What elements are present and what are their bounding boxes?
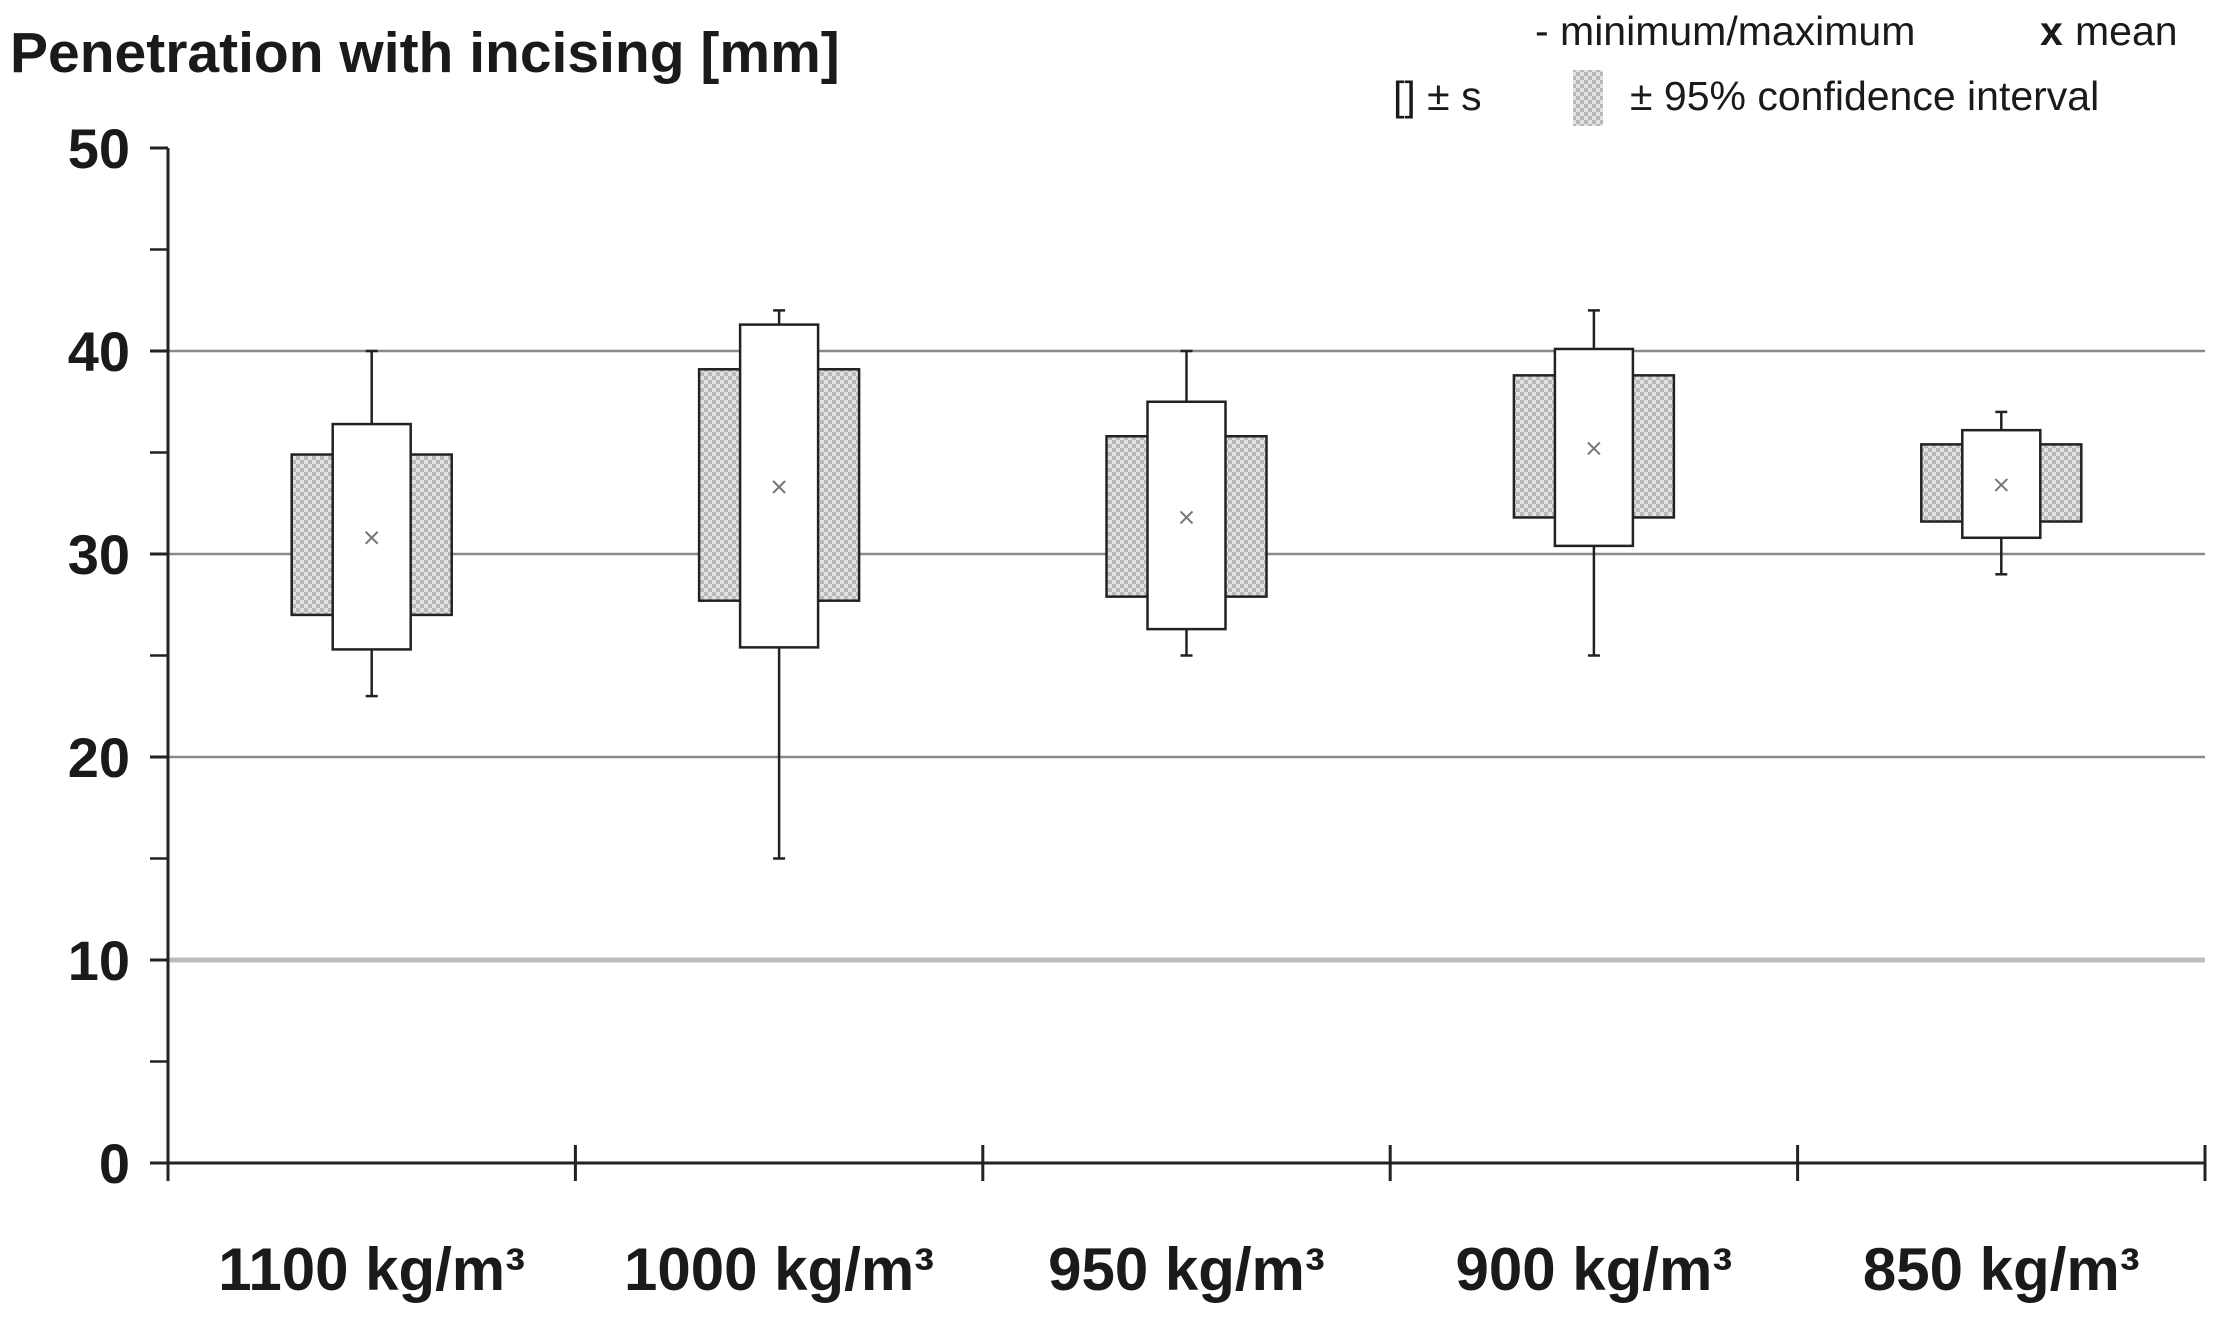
y-tick-label-20: 20 (68, 726, 130, 789)
mean-marker (772, 480, 786, 494)
mean-marker (364, 531, 379, 545)
x-tick-label: 1100 kg/m³ (218, 1236, 525, 1303)
y-axis-ticks: 0 10 20 30 40 50 (68, 117, 168, 1195)
box-group (1920, 410, 2083, 576)
y-tick-label-50: 50 (68, 117, 130, 180)
x-tick-label: 1000 kg/m³ (624, 1236, 934, 1303)
sd-box (1146, 400, 1227, 631)
legend-sd-label: [] ± s (1393, 73, 1482, 119)
mean-marker (1179, 510, 1194, 525)
box-group (1105, 349, 1268, 657)
x-tick-label: 900 kg/m³ (1456, 1236, 1733, 1303)
box-group (697, 309, 861, 860)
legend-mean-label: mean (2075, 8, 2178, 54)
mean-marker (1994, 478, 2009, 492)
mean-marker (1587, 441, 1601, 456)
legend-mean-symbol: x (2040, 8, 2063, 54)
legend: - minimum/maximum x mean [] ± s ± 95% co… (1393, 8, 2178, 126)
y-tick-label-10: 10 (68, 929, 130, 992)
boxes (290, 309, 2083, 860)
legend-ci-label: ± 95% confidence interval (1630, 73, 2099, 119)
legend-ci-swatch (1573, 70, 1603, 126)
box-group (1512, 309, 1676, 657)
x-tick-label: 950 kg/m³ (1048, 1236, 1325, 1303)
y-tick-label-30: 30 (68, 523, 130, 586)
chart-title: Penetration with incising [mm] (10, 21, 840, 85)
y-tick-label-40: 40 (68, 320, 130, 383)
box-group (290, 349, 453, 698)
x-axis-ticks: 1100 kg/m³ 1000 kg/m³ 950 kg/m³ 900 kg/m³ 85… (166, 1145, 2207, 1303)
legend-minmax-label: - minimum/maximum (1535, 8, 1915, 54)
x-tick-label: 850 kg/m³ (1863, 1236, 2140, 1303)
y-tick-label-0: 0 (99, 1132, 130, 1195)
